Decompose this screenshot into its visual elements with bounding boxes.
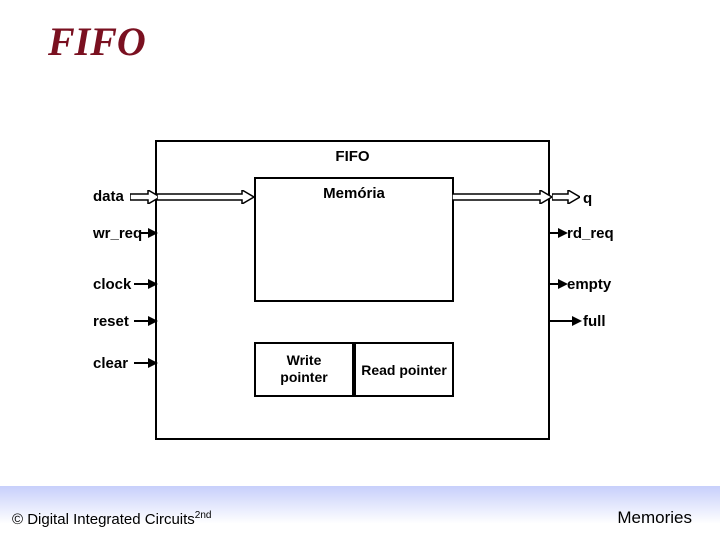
footer-copyright-sup: 2nd bbox=[195, 510, 212, 521]
footer-copyright: © Digital Integrated Circuits2nd bbox=[12, 510, 211, 528]
label-clock: clock bbox=[93, 276, 131, 293]
label-empty: empty bbox=[567, 276, 611, 293]
footer-copyright-text: © Digital Integrated Circuits bbox=[12, 511, 195, 528]
write-pointer-label: Write pointer bbox=[280, 352, 327, 385]
memory-label: Memória bbox=[256, 185, 452, 202]
arrow-data-to-mem bbox=[157, 190, 254, 204]
memory-box: Memória bbox=[254, 177, 454, 302]
footer-section: Memories bbox=[617, 508, 692, 528]
label-clear: clear bbox=[93, 355, 128, 372]
read-pointer-box: Read pointer bbox=[354, 342, 454, 397]
slide-title: FIFO bbox=[48, 18, 146, 65]
label-data: data bbox=[93, 188, 124, 205]
label-q: q bbox=[583, 190, 592, 207]
label-rd-req: rd_req bbox=[567, 225, 614, 242]
fifo-block-label: FIFO bbox=[157, 148, 548, 165]
label-wr-req: wr_req bbox=[93, 225, 142, 242]
write-pointer-box: Write pointer bbox=[254, 342, 354, 397]
arrow-data-to-box bbox=[130, 190, 160, 204]
fifo-outer-box: FIFO Memória Write pointer Read pointer bbox=[155, 140, 550, 440]
arrow-q-out bbox=[552, 190, 580, 204]
arrow-q-from-mem bbox=[452, 190, 552, 204]
label-full: full bbox=[583, 313, 606, 330]
read-pointer-label: Read pointer bbox=[361, 362, 447, 378]
label-reset: reset bbox=[93, 313, 129, 330]
